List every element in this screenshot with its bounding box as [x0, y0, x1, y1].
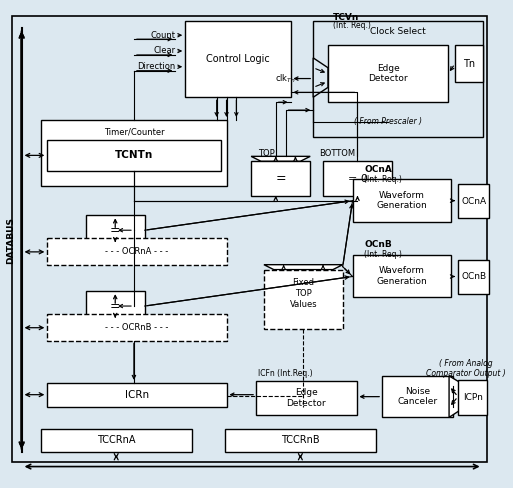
Bar — [251, 161, 310, 196]
Bar — [47, 238, 227, 264]
Bar — [185, 21, 290, 97]
Text: OCnA: OCnA — [461, 197, 486, 205]
Text: (Int. Req.): (Int. Req.) — [333, 21, 371, 30]
Text: Comparator Output ): Comparator Output ) — [426, 368, 506, 378]
Text: (Int. Req.): (Int. Req.) — [364, 175, 402, 183]
Bar — [323, 161, 392, 196]
Polygon shape — [449, 376, 483, 417]
Text: Fixed: Fixed — [292, 278, 314, 287]
Text: OCnB: OCnB — [461, 272, 486, 282]
Text: DATABUS: DATABUS — [6, 217, 15, 264]
Text: - - - OCRnB - - -: - - - OCRnB - - - — [105, 323, 169, 332]
Bar — [47, 140, 221, 171]
Bar — [47, 383, 227, 407]
Text: Clear: Clear — [153, 46, 175, 56]
Bar — [458, 380, 487, 415]
Bar — [352, 255, 451, 297]
Text: ICPn: ICPn — [463, 393, 483, 402]
Text: Waveform
Generation: Waveform Generation — [377, 191, 427, 210]
Text: TOP: TOP — [259, 149, 275, 158]
Bar — [47, 314, 227, 341]
Text: clk$_{Tn}$: clk$_{Tn}$ — [274, 72, 295, 85]
Bar — [256, 381, 357, 415]
Bar — [382, 376, 453, 417]
Bar — [225, 429, 376, 452]
Text: OCnB: OCnB — [364, 241, 392, 249]
Text: =: = — [110, 224, 121, 237]
Text: BOTTOM: BOTTOM — [319, 149, 355, 158]
Text: Direction: Direction — [137, 62, 175, 71]
Text: ICFn (Int.Req.): ICFn (Int.Req.) — [258, 368, 312, 378]
Bar — [42, 429, 192, 452]
Text: TOP: TOP — [295, 289, 312, 298]
Bar — [458, 184, 489, 219]
Text: =: = — [110, 300, 121, 312]
Text: = 0: = 0 — [347, 174, 367, 183]
Bar — [313, 21, 483, 137]
Text: (Int. Req.): (Int. Req.) — [364, 250, 402, 259]
Bar — [328, 45, 448, 102]
Text: Noise
Canceler: Noise Canceler — [398, 387, 438, 407]
Polygon shape — [251, 156, 310, 161]
Bar — [352, 179, 451, 223]
Text: ICRn: ICRn — [125, 390, 149, 400]
Text: Clock Select: Clock Select — [370, 27, 426, 36]
Bar — [42, 120, 227, 186]
Text: TCNTn: TCNTn — [115, 150, 153, 161]
Text: Values: Values — [289, 300, 317, 308]
Text: Control Logic: Control Logic — [206, 54, 270, 64]
Bar — [458, 260, 489, 294]
Text: Waveform
Generation: Waveform Generation — [377, 266, 427, 285]
Text: ( From Analog: ( From Analog — [439, 359, 492, 367]
Text: TCVn: TCVn — [333, 13, 359, 22]
Text: =: = — [275, 172, 286, 185]
Bar — [264, 269, 343, 329]
Text: Tn: Tn — [463, 59, 475, 69]
Text: Timer/Counter: Timer/Counter — [104, 127, 164, 136]
Bar — [86, 291, 145, 321]
Text: TCCRnA: TCCRnA — [97, 435, 136, 446]
Text: Edge
Detector: Edge Detector — [286, 388, 326, 408]
Text: TCCRnB: TCCRnB — [281, 435, 320, 446]
Text: OCnA: OCnA — [364, 164, 392, 174]
Text: - - - OCRnA - - -: - - - OCRnA - - - — [105, 247, 168, 256]
Text: Count: Count — [150, 31, 175, 40]
Bar — [86, 215, 145, 245]
Text: Edge
Detector: Edge Detector — [368, 64, 408, 83]
Text: ( From Prescaler ): ( From Prescaler ) — [354, 118, 422, 126]
Polygon shape — [264, 264, 343, 269]
Bar — [455, 45, 483, 82]
Polygon shape — [313, 58, 328, 97]
